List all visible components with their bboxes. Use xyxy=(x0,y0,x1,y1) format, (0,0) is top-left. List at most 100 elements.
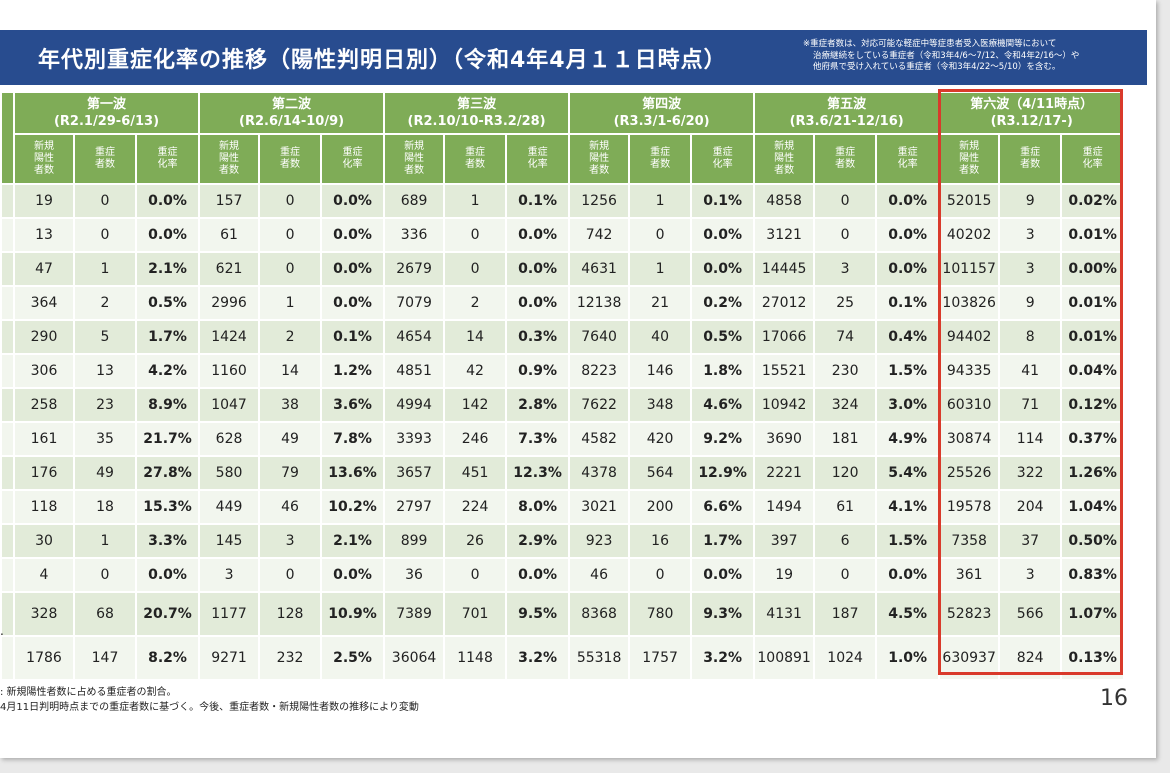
wave-header-3: 第三波 (R2.10/10-R3.2/28) xyxy=(383,91,571,135)
severe-count-cell: 0 xyxy=(258,217,323,253)
slide-title: 年代別重症化率の推移（陽性判明日別）（令和4年4月１１日時点） xyxy=(38,48,727,73)
severity-rate-cell: 0.01% xyxy=(1060,217,1126,253)
table-row: 19 0 0.0% 157 0 0.0% 689 1 0.1% 1256 1 0.1% 4858 0 0.0… xyxy=(0,183,1126,219)
severity-rate-cell: 0.0% xyxy=(505,251,571,287)
severe-count-cell: 1757 xyxy=(628,635,693,681)
new-positive-header: 新規陽性者数 xyxy=(753,133,816,185)
severe-count-cell: 114 xyxy=(998,421,1063,457)
severity-rate-cell: 0.4% xyxy=(875,319,941,355)
new-positive-cell: 9271 xyxy=(198,635,261,681)
severity-rate-cell: 7.3% xyxy=(505,421,571,457)
severe-count-cell: 2 xyxy=(258,319,323,355)
new-positive-cell: 580 xyxy=(198,455,261,491)
wave-header-4: 第四波 (R3.3/1-6/20) xyxy=(568,91,756,135)
new-positive-cell: 2221 xyxy=(753,455,816,491)
wave-header-1: 第一波 (R2.1/29-6/13) xyxy=(12,91,201,135)
severe-count-cell: 780 xyxy=(628,591,693,637)
severity-rate-cell: 20.7% xyxy=(134,591,201,637)
new-positive-cell: 19 xyxy=(753,557,816,593)
severity-rate-cell: 2.8% xyxy=(505,387,571,423)
new-positive-cell: 14445 xyxy=(753,251,816,287)
row-label-cell xyxy=(0,217,15,253)
table-row: 118 18 15.3% 449 46 10.2% 2797 224 8.0% 3021 200 6.… xyxy=(0,489,1126,525)
severity-rate-cell: 8.0% xyxy=(505,489,571,525)
wave-name: 第四波 xyxy=(642,97,682,112)
wave-period: (R2.10/10-R3.2/28) xyxy=(407,114,546,129)
new-positive-cell: 628 xyxy=(198,421,261,457)
new-positive-cell: 8368 xyxy=(568,591,631,637)
severe-count-cell: 1 xyxy=(73,523,137,559)
severe-count-cell: 564 xyxy=(628,455,693,491)
new-positive-cell: 100891 xyxy=(753,635,816,681)
new-positive-cell: 12138 xyxy=(568,285,631,321)
page-number: 16 xyxy=(1100,686,1128,711)
new-positive-cell: 1786 xyxy=(13,635,75,681)
severity-rate-cell: 10.9% xyxy=(320,591,386,637)
new-positive-cell: 118 xyxy=(13,489,75,525)
severe-count-cell: 224 xyxy=(443,489,508,525)
severe-count-cell: 8 xyxy=(998,319,1063,355)
new-positive-cell: 258 xyxy=(13,387,75,423)
severe-count-cell: 1 xyxy=(628,183,693,219)
new-positive-cell: 46 xyxy=(568,557,631,593)
severe-count-cell: 0 xyxy=(73,557,137,593)
new-positive-cell: 7079 xyxy=(383,285,446,321)
new-positive-cell: 55318 xyxy=(568,635,631,681)
severity-rate-table: 第一波 (R2.1/29-6/13) 第二波 (R2.6/14-10/9) 第三波 (R2… xyxy=(0,91,1126,681)
wave-name: 第五波 xyxy=(827,97,867,112)
severity-rate-cell: 1.5% xyxy=(875,523,941,559)
severe-count-cell: 42 xyxy=(443,353,508,389)
severity-rate-cell: 0.0% xyxy=(320,251,386,287)
new-positive-header: 新規陽性者数 xyxy=(198,133,261,185)
severity-rate-cell: 9.3% xyxy=(690,591,756,637)
table-row: 1786 147 8.2% 9271 232 2.5% 36064 1148 3.2% 55318… xyxy=(0,635,1126,681)
severity-rate-header: 重症化率 xyxy=(1060,133,1126,185)
wave-period: (R2.1/29-6/13) xyxy=(53,114,160,129)
new-positive-cell: 336 xyxy=(383,217,446,253)
severe-count-cell: 0 xyxy=(813,557,878,593)
new-positive-cell: 3121 xyxy=(753,217,816,253)
severe-count-cell: 701 xyxy=(443,591,508,637)
severity-rate-cell: 0.04% xyxy=(1060,353,1126,389)
wave-header-6: 第六波（4/11時点） (R3.12/17-) xyxy=(938,91,1126,135)
severity-rate-cell: 7.8% xyxy=(320,421,386,457)
severity-rate-header: 重症化率 xyxy=(320,133,386,185)
new-positive-cell: 4654 xyxy=(383,319,446,355)
severity-rate-cell: 0.0% xyxy=(505,557,571,593)
table-row: 364 2 0.5% 2996 1 0.0% 7079 2 0.0% 12138 21 0.2% 270… xyxy=(0,285,1126,321)
severity-rate-cell: 1.04% xyxy=(1060,489,1126,525)
severe-count-cell: 232 xyxy=(258,635,323,681)
severity-rate-cell: 0.01% xyxy=(1060,319,1126,355)
new-positive-cell: 364 xyxy=(13,285,75,321)
new-positive-cell: 161 xyxy=(13,421,75,457)
severity-rate-cell: 1.26% xyxy=(1060,455,1126,491)
severity-rate-cell: 2.5% xyxy=(320,635,386,681)
new-positive-cell: 94402 xyxy=(938,319,1001,355)
severity-rate-cell: 27.8% xyxy=(134,455,201,491)
footnote-1: : 新規陽性者数に占める重症者の割合。 xyxy=(0,687,177,698)
severity-rate-cell: 0.0% xyxy=(320,285,386,321)
severity-rate-cell: 0.0% xyxy=(134,217,201,253)
new-positive-cell: 27012 xyxy=(753,285,816,321)
table-row: 176 49 27.8% 580 79 13.6% 3657 451 12.3% 4378 564 1… xyxy=(0,455,1126,491)
severe-count-header: 重症者数 xyxy=(443,133,508,185)
wave-period: (R2.6/14-10/9) xyxy=(239,114,345,129)
new-positive-cell: 3690 xyxy=(753,421,816,457)
new-positive-cell: 36 xyxy=(383,557,446,593)
severe-count-header: 重症者数 xyxy=(813,133,878,185)
severity-rate-cell: 1.7% xyxy=(690,523,756,559)
severity-rate-cell: 0.5% xyxy=(690,319,756,355)
new-positive-cell: 689 xyxy=(383,183,446,219)
new-positive-cell: 52823 xyxy=(938,591,1001,637)
severe-count-cell: 49 xyxy=(73,455,137,491)
row-label-cell xyxy=(0,523,15,559)
severe-count-cell: 324 xyxy=(813,387,878,423)
severe-count-cell: 204 xyxy=(998,489,1063,525)
severe-count-cell: 49 xyxy=(258,421,323,457)
severe-count-cell: 6 xyxy=(813,523,878,559)
severe-count-cell: 14 xyxy=(258,353,323,389)
severity-rate-cell: 2.1% xyxy=(320,523,386,559)
severe-count-cell: 26 xyxy=(443,523,508,559)
new-positive-cell: 60310 xyxy=(938,387,1001,423)
severe-count-cell: 0 xyxy=(258,557,323,593)
